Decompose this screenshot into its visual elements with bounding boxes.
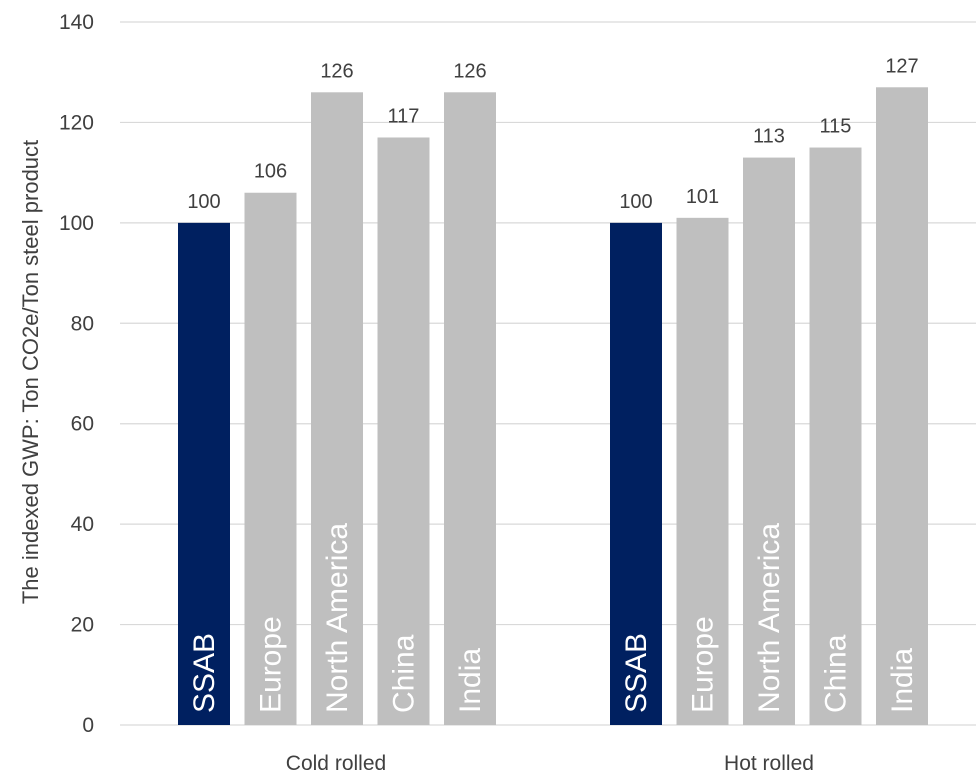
bar [809, 147, 862, 726]
y-tick-label: 60 [71, 413, 94, 436]
data-label: 127 [885, 55, 918, 77]
data-label: 100 [187, 191, 220, 213]
bar-category-label: North America [321, 523, 354, 713]
bar-category-label: Europe [687, 616, 720, 713]
bar-category-label: Europe [255, 616, 288, 713]
data-label: 126 [453, 60, 486, 82]
y-tick-label: 20 [71, 614, 94, 637]
y-tick-label: 120 [59, 111, 94, 134]
data-label: 126 [320, 60, 353, 82]
bar [377, 137, 430, 725]
y-axis-label: The indexed GWP: Ton CO2e/Ton steel prod… [18, 140, 43, 604]
group-labels: Cold rolled Hot rolled [286, 752, 814, 775]
x-group-label: Hot rolled [724, 752, 814, 775]
bar-category-label: China [820, 634, 853, 713]
data-label: 115 [820, 116, 852, 138]
bar [178, 222, 230, 725]
bar [311, 92, 363, 726]
bar [876, 87, 928, 726]
y-tick-label: 140 [59, 11, 94, 34]
bar-category-label: SSAB [620, 633, 653, 713]
data-label: 100 [619, 191, 652, 213]
data-label: 117 [388, 105, 420, 127]
y-tick-label: 0 [82, 714, 94, 737]
y-tick-label: 80 [71, 312, 94, 335]
bar-category-label: SSAB [188, 633, 221, 713]
data-label: 106 [254, 161, 287, 183]
bar [244, 192, 297, 725]
bar-category-label: India [454, 648, 487, 713]
data-label: 113 [753, 126, 785, 148]
bar [444, 92, 496, 726]
bars: 100 SSAB 106 Europe 126 North America 117 China… [178, 55, 928, 726]
y-tick-label: 100 [59, 212, 94, 235]
bar-category-label: India [886, 648, 919, 713]
bar [743, 157, 795, 726]
data-label: 101 [686, 186, 719, 208]
bar-category-label: North America [753, 523, 786, 713]
bar [676, 217, 729, 726]
bar-category-label: China [388, 634, 421, 713]
y-tick-label: 40 [71, 513, 94, 536]
bar [610, 222, 662, 725]
x-group-label: Cold rolled [286, 752, 386, 775]
y-axis-ticks: 0 20 40 60 80 100 120 140 [59, 11, 94, 737]
